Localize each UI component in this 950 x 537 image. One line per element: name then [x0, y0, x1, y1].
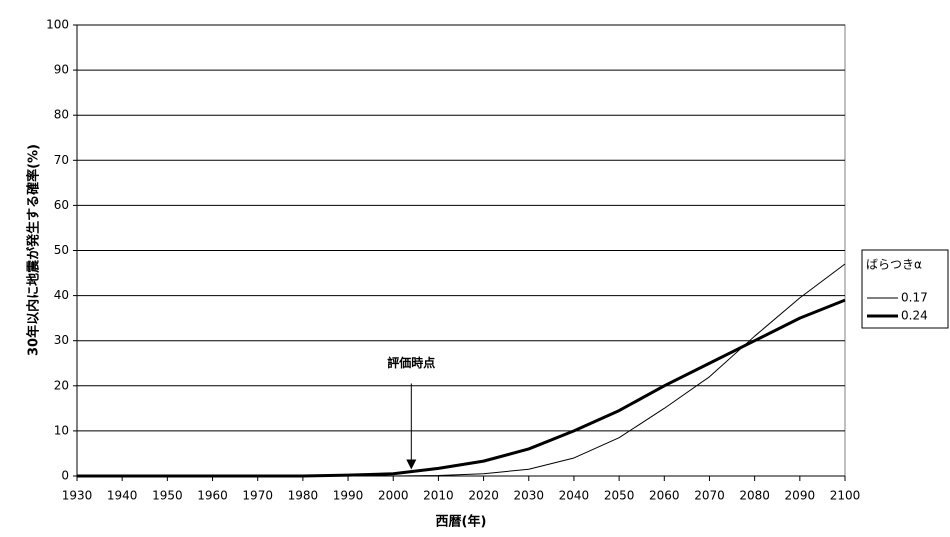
y-axis-title: 30年以内に地震が発生する確率(%) — [26, 144, 42, 356]
x-tick-label: 2010 — [423, 489, 454, 503]
x-tick-label: 1940 — [107, 489, 138, 503]
legend-label: 0.24 — [901, 309, 928, 323]
y-tick-label: 50 — [54, 243, 69, 257]
x-tick-label: 2050 — [604, 489, 635, 503]
x-tick-label: 2060 — [649, 489, 680, 503]
y-tick-label: 40 — [54, 288, 69, 302]
y-tick-label: 60 — [54, 198, 69, 212]
x-tick-label: 2030 — [513, 489, 544, 503]
y-tick-label: 0 — [61, 469, 69, 483]
x-tick-label: 1990 — [333, 489, 364, 503]
x-tick-label: 2100 — [830, 489, 861, 503]
x-tick-label: 2090 — [785, 489, 816, 503]
y-tick-label: 90 — [54, 63, 69, 77]
x-tick-label: 1980 — [288, 489, 319, 503]
x-tick-label: 2040 — [559, 489, 590, 503]
x-tick-label: 1950 — [152, 489, 183, 503]
x-tick-label: 2080 — [739, 489, 770, 503]
y-tick-label: 20 — [54, 378, 69, 392]
x-tick-label: 2000 — [378, 489, 409, 503]
x-tick-label: 2070 — [694, 489, 725, 503]
y-tick-label: 70 — [54, 153, 69, 167]
legend-label: 0.17 — [901, 291, 928, 305]
y-tick-label: 100 — [46, 18, 69, 32]
y-tick-label: 80 — [54, 108, 69, 122]
x-tick-label: 1930 — [62, 489, 93, 503]
arrow-head — [406, 459, 417, 470]
annotation-text: 評価時点 — [387, 355, 435, 370]
x-tick-label: 1960 — [197, 489, 228, 503]
legend-title: ばらつきα — [866, 258, 922, 272]
series-line — [77, 298, 846, 478]
x-tick-label: 1970 — [242, 489, 273, 503]
x-axis-title: 西暦(年) — [436, 514, 487, 530]
x-tick-label: 2020 — [468, 489, 499, 503]
y-tick-label: 10 — [54, 423, 69, 437]
y-tick-label: 30 — [54, 333, 69, 347]
